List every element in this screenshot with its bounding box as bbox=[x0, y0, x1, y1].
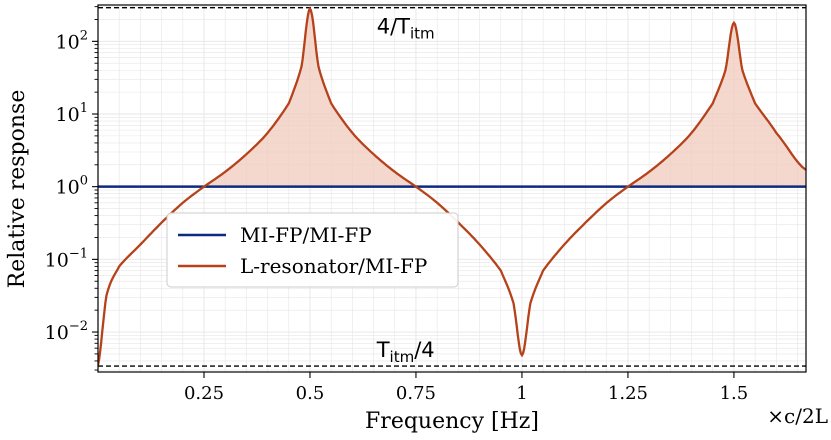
y-axis-ticks: 102 101 100 10−1 10−2 bbox=[45, 6, 98, 371]
x-axis-unit-note: ×c/2L bbox=[767, 404, 828, 428]
legend-label-mi-fp: MI-FP/MI-FP bbox=[240, 223, 372, 247]
lower-bound-label: Titm/4 bbox=[376, 338, 435, 366]
legend: MI-FP/MI-FP L-resonator/MI-FP bbox=[166, 212, 459, 288]
grid-lines bbox=[98, 5, 806, 372]
legend-label-l-resonator: L-resonator/MI-FP bbox=[240, 254, 427, 278]
y-tick-label: 100 bbox=[56, 174, 88, 199]
x-tick-label: 0.75 bbox=[396, 383, 436, 404]
y-tick-label: 10−2 bbox=[45, 319, 88, 344]
x-tick-label: 1 bbox=[516, 383, 527, 404]
y-tick-label: 102 bbox=[56, 28, 88, 53]
x-axis-ticks: 0.25 0.5 0.75 1 1.25 1.5 bbox=[184, 372, 748, 404]
x-tick-label: 0.25 bbox=[184, 383, 224, 404]
y-tick-label: 10−1 bbox=[45, 246, 88, 271]
response-difference-fill bbox=[98, 8, 806, 187]
x-tick-label: 1.25 bbox=[608, 383, 648, 404]
y-axis-label: Relative response bbox=[5, 90, 30, 289]
x-tick-label: 1.5 bbox=[720, 383, 749, 404]
upper-bound-label: 4/Titm bbox=[377, 15, 435, 43]
plot-frame bbox=[97, 4, 807, 373]
x-axis-label: Frequency [Hz] bbox=[365, 409, 539, 434]
legend-box bbox=[166, 212, 459, 288]
x-tick-label: 0.5 bbox=[296, 383, 325, 404]
y-tick-label: 101 bbox=[56, 101, 88, 126]
